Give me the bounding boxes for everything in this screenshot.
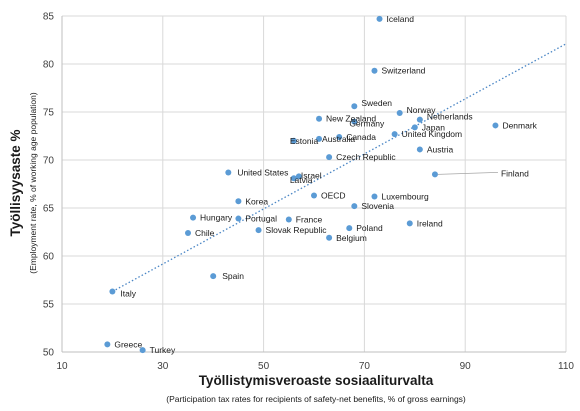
y-tick-label: 75 (43, 108, 55, 119)
y-tick-label: 80 (43, 60, 55, 71)
label-canada: Canada (346, 132, 376, 142)
label-oecd: OECD (321, 191, 346, 201)
point-labels: Iceland Switzerland Sweden Norway New Zealan… (114, 14, 537, 355)
point-luxembourg (371, 193, 378, 200)
data-points (104, 15, 499, 354)
label-new-zealand: New Zealand (326, 114, 376, 124)
label-hungary: Hungary (200, 213, 233, 223)
point-belgium (326, 234, 333, 241)
label-denmark: Denmark (502, 120, 537, 130)
label-norway: Norway (407, 105, 437, 115)
label-finland: Finland (501, 168, 529, 178)
label-korea: Korea (245, 196, 268, 206)
label-spain: Spain (222, 271, 244, 281)
point-spain (210, 273, 217, 280)
point-new-zealand (316, 115, 323, 122)
label-chile: Chile (195, 228, 215, 238)
point-sweden (351, 103, 358, 110)
label-estonia: Estonia (290, 136, 319, 146)
label-israel: Israel (301, 170, 322, 180)
connector-finland (437, 172, 498, 175)
point-united-states (225, 169, 232, 176)
point-latvia (290, 175, 297, 182)
label-turkey: Turkey (150, 345, 176, 355)
point-norway (396, 109, 403, 116)
point-france (285, 216, 292, 223)
point-switzerland (371, 67, 378, 74)
x-axis-title: Työllistymisveroaste sosiaaliturvalta (199, 373, 434, 388)
label-united-kingdom: United Kingdom (402, 129, 462, 139)
x-tick-label: 90 (460, 361, 472, 372)
y-axis-title: Työllisyysaste % (8, 129, 23, 236)
x-tick-labels: 10 30 50 70 90 110 (56, 361, 574, 372)
point-estonia (290, 137, 297, 144)
point-slovenia (351, 203, 358, 210)
point-turkey (139, 347, 146, 354)
y-tick-label: 65 (43, 204, 55, 215)
y-tick-label: 50 (43, 348, 55, 359)
point-portugal (235, 215, 242, 222)
point-slovak-republic (255, 227, 262, 234)
x-tick-label: 30 (157, 361, 169, 372)
label-slovenia: Slovenia (361, 201, 394, 211)
x-tick-label: 10 (56, 361, 68, 372)
label-greece: Greece (114, 339, 142, 349)
point-iceland (376, 15, 383, 22)
x-axis-subtitle: (Participation tax rates for recipients … (166, 394, 466, 404)
label-italy: Italy (120, 289, 136, 299)
point-poland (346, 225, 353, 232)
label-portugal: Portugal (245, 214, 277, 224)
label-belgium: Belgium (336, 233, 367, 243)
label-iceland: Iceland (387, 14, 415, 24)
label-united-states: United States (237, 167, 288, 177)
y-axis-subtitle: (Employment rate, % of working age popul… (28, 92, 38, 274)
point-denmark (492, 122, 499, 129)
point-austria (416, 146, 423, 153)
point-oecd (311, 192, 317, 199)
label-netherlands: Netherlands (427, 112, 473, 122)
point-korea (235, 198, 242, 205)
label-germany: Germany (349, 119, 385, 129)
label-austria: Austria (427, 144, 454, 154)
y-tick-labels: 50 55 60 65 70 75 80 85 (43, 12, 55, 359)
trendline-path (112, 43, 567, 293)
x-tick-label: 70 (359, 361, 371, 372)
point-canada (336, 133, 343, 140)
y-tick-label: 55 (43, 300, 55, 311)
label-sweden: Sweden (361, 98, 392, 108)
label-ireland: Ireland (417, 218, 443, 228)
point-germany (351, 118, 358, 125)
label-latvia: Latvia (290, 175, 313, 185)
y-tick-label: 85 (43, 12, 55, 23)
label-luxembourg: Luxembourg (381, 191, 429, 201)
label-switzerland: Switzerland (381, 66, 425, 76)
trendline (112, 43, 567, 293)
point-chile (185, 229, 191, 236)
point-hungary (190, 214, 197, 221)
point-czech-republic (326, 154, 333, 161)
point-greece (104, 341, 111, 348)
label-japan: Japan (422, 122, 445, 132)
label-czech-republic: Czech Republic (336, 152, 396, 162)
point-australia (316, 135, 323, 142)
label-slovak-republic: Slovak Republic (266, 225, 328, 235)
label-australia: Australia (322, 134, 355, 144)
y-tick-label: 60 (43, 252, 55, 263)
label-poland: Poland (356, 223, 383, 233)
point-ireland (406, 220, 413, 227)
axes (61, 16, 566, 353)
point-netherlands (416, 116, 423, 123)
point-united-kingdom (391, 131, 398, 138)
point-israel (295, 173, 302, 180)
x-tick-label: 110 (558, 361, 574, 372)
label-connectors (437, 172, 498, 175)
point-italy (109, 288, 116, 295)
label-france: France (296, 215, 323, 225)
y-tick-label: 70 (43, 156, 55, 167)
x-tick-label: 50 (258, 361, 270, 372)
point-japan (411, 124, 418, 131)
gridlines (61, 15, 567, 353)
point-finland (431, 171, 438, 178)
